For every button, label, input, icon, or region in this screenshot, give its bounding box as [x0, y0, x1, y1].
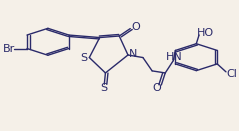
- Text: HO: HO: [197, 28, 214, 38]
- Text: N: N: [129, 49, 137, 59]
- Text: S: S: [100, 83, 108, 93]
- Text: HN: HN: [165, 52, 182, 62]
- Text: Br: Br: [2, 43, 15, 53]
- Text: O: O: [131, 22, 140, 32]
- Text: S: S: [80, 53, 87, 62]
- Text: O: O: [152, 83, 161, 93]
- Text: Cl: Cl: [227, 69, 237, 79]
